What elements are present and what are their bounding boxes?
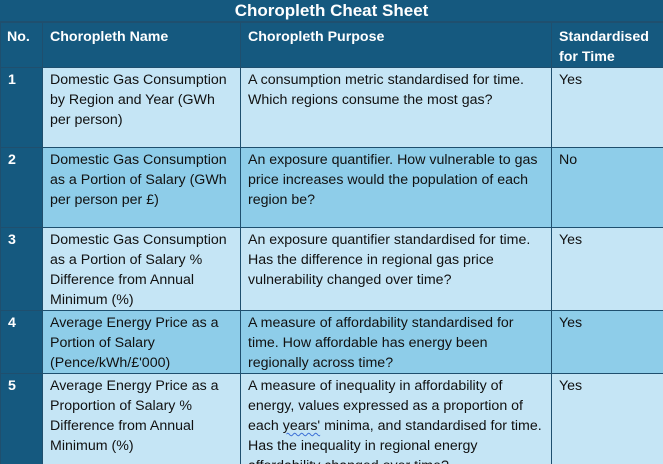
standardised-value: Yes — [551, 310, 663, 374]
standardised-value: Yes — [551, 373, 663, 464]
choropleth-purpose: A consumption metric standardised for ti… — [240, 67, 552, 148]
purpose-text-start: A measure of inequality in affordability… — [248, 378, 523, 434]
column-header-name: Choropleth Name — [42, 22, 241, 68]
purpose-text-end: minima, and standardised for time. Has t… — [248, 418, 542, 464]
spellcheck-flagged-word[interactable]: years' — [282, 418, 321, 434]
choropleth-name: Average Energy Price as a Proportion of … — [42, 373, 241, 464]
row-number: 1 — [0, 67, 43, 148]
table-row: 4 Average Energy Price as a Portion of S… — [0, 310, 663, 374]
choropleth-name: Domestic Gas Consumption as a Portion of… — [42, 227, 241, 311]
choropleth-purpose: A measure of affordability standardised … — [240, 310, 552, 374]
standardised-value: Yes — [551, 227, 663, 311]
row-number: 3 — [0, 227, 43, 311]
standardised-value: Yes — [551, 67, 663, 148]
choropleth-purpose: An exposure quantifier standardised for … — [240, 227, 552, 311]
column-header-purpose: Choropleth Purpose — [240, 22, 552, 68]
table-row: 5 Average Energy Price as a Proportion o… — [0, 373, 663, 464]
standardised-value: No — [551, 147, 663, 228]
choropleth-table: No. Choropleth Name Choropleth Purpose S… — [0, 22, 663, 464]
choropleth-name: Average Energy Price as a Portion of Sal… — [42, 310, 241, 374]
choropleth-purpose: An exposure quantifier. How vulnerable t… — [240, 147, 552, 228]
choropleth-name: Domestic Gas Consumption as a Portion of… — [42, 147, 241, 228]
table-row: 2 Domestic Gas Consumption as a Portion … — [0, 147, 663, 228]
row-number: 2 — [0, 147, 43, 228]
row-number: 5 — [0, 373, 43, 464]
table-row: 1 Domestic Gas Consumption by Region and… — [0, 67, 663, 148]
column-header-standardised: Standardised for Time — [551, 22, 663, 68]
choropleth-name: Domestic Gas Consumption by Region and Y… — [42, 67, 241, 148]
sheet-title: Choropleth Cheat Sheet — [0, 0, 663, 22]
table-row: 3 Domestic Gas Consumption as a Portion … — [0, 227, 663, 311]
row-number: 4 — [0, 310, 43, 374]
header-row: No. Choropleth Name Choropleth Purpose S… — [0, 22, 663, 68]
column-header-no: No. — [0, 22, 43, 68]
choropleth-purpose: A measure of inequality in affordability… — [240, 373, 552, 464]
